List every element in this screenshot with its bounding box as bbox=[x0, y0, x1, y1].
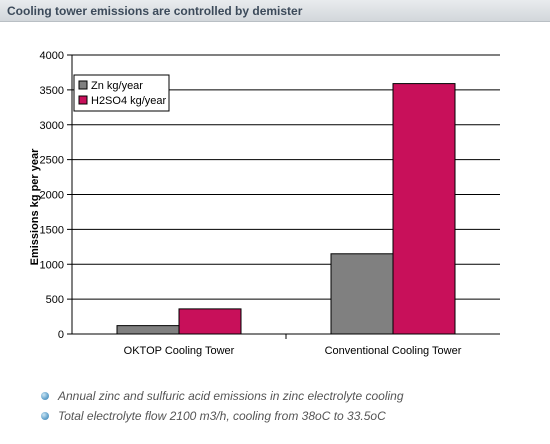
note-item: Total electrolyte flow 2100 m3/h, coolin… bbox=[40, 406, 404, 426]
y-tick-label: 1500 bbox=[40, 224, 64, 236]
bar-h2so4-1 bbox=[178, 308, 242, 335]
y-axis-label: Emissions kg per year bbox=[29, 148, 41, 265]
y-tick-labels: 0 500 1000 1500 2000 2500 3000 3500 4000 bbox=[40, 50, 64, 341]
legend-swatch bbox=[78, 95, 88, 105]
bar-zn-2 bbox=[330, 253, 394, 335]
legend-label: Zn kg/year bbox=[91, 80, 143, 92]
y-tick-label: 3000 bbox=[40, 120, 64, 132]
axes bbox=[67, 54, 500, 339]
x-tick-label: OKTOP Cooling Tower bbox=[124, 345, 235, 357]
legend-swatch bbox=[78, 80, 88, 90]
bullet-icon bbox=[41, 412, 49, 420]
note-item: Annual zinc and sulfuric acid emissions … bbox=[40, 386, 404, 406]
notes-list: Annual zinc and sulfuric acid emissions … bbox=[40, 386, 404, 426]
y-tick-label: 4000 bbox=[40, 50, 64, 62]
x-tick-labels: OKTOP Cooling Tower Conventional Cooling … bbox=[124, 345, 462, 357]
y-tick-label: 500 bbox=[46, 294, 64, 306]
y-tick-label: 2500 bbox=[40, 155, 64, 167]
page-title: Cooling tower emissions are controlled b… bbox=[7, 4, 303, 18]
legend-label: H2SO4 kg/year bbox=[91, 95, 167, 107]
x-tick-label: Conventional Cooling Tower bbox=[325, 345, 462, 357]
note-text: Total electrolyte flow 2100 m3/h, coolin… bbox=[58, 409, 386, 423]
emissions-chart: 0 500 1000 1500 2000 2500 3000 3500 4000 OKTOP C… bbox=[29, 50, 500, 357]
bars bbox=[116, 83, 456, 335]
note-text: Annual zinc and sulfuric acid emissions … bbox=[58, 389, 404, 403]
header-bar: Cooling tower emissions are controlled b… bbox=[0, 0, 550, 22]
bullet-icon bbox=[41, 392, 49, 400]
bar-h2so4-2 bbox=[392, 83, 456, 335]
y-tick-label: 2000 bbox=[40, 190, 64, 202]
bar-zn-1 bbox=[116, 325, 180, 335]
legend-box bbox=[73, 74, 170, 112]
y-tick-label: 0 bbox=[58, 329, 64, 341]
legend: Zn kg/year H2SO4 kg/year bbox=[73, 74, 170, 112]
y-tick-label: 3500 bbox=[40, 85, 64, 97]
y-tick-label: 1000 bbox=[40, 259, 64, 271]
